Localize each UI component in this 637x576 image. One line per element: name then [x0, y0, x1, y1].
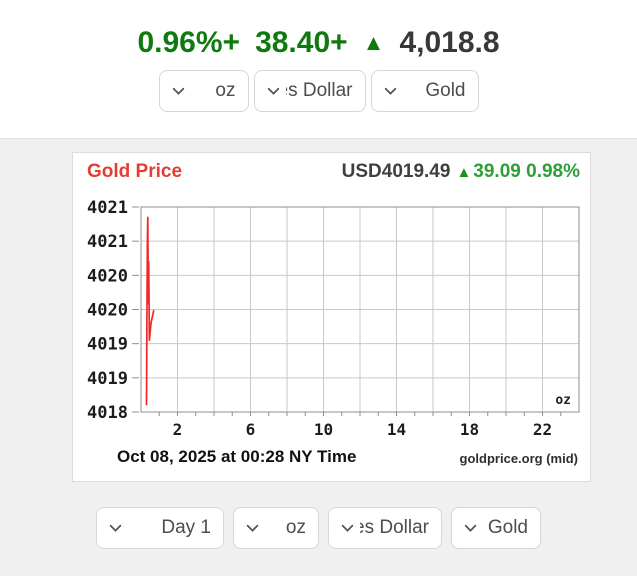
bottom-controls-row: Day 1 oz es Dollar Gold [0, 507, 637, 549]
chart-change-label: 39.09 0.98% [473, 161, 580, 182]
y-axis-label: 4020 [87, 301, 128, 321]
x-axis-label: 14 [387, 420, 406, 439]
gold-price-chart-card: 4021 4021 4020 4020 4019 4019 4018 2 6 10 14 18 22 oz… [72, 152, 591, 482]
current-price: 4,018.8 [399, 26, 500, 59]
chart-section: 4021 4021 4020 4020 4019 4019 4018 2 6 10 14 18 22 oz… [0, 139, 637, 549]
y-axis-label: 4019 [87, 335, 128, 355]
unit-select[interactable]: oz [158, 70, 249, 112]
amount-change: 38.40+ [255, 26, 348, 59]
chevron-down-icon [267, 87, 279, 95]
chart-header: Gold Price USD4019.49 ▲ 39.09 0.98% [87, 161, 580, 183]
y-axis-label: 4019 [87, 369, 128, 389]
range-select[interactable]: Day 1 [96, 507, 224, 549]
x-axis-label: 6 [246, 420, 256, 439]
currency-select[interactable]: es Dollar [328, 507, 442, 549]
percent-change: 0.96%+ [137, 26, 241, 59]
chart-date-label: Oct 08, 2025 at 00:28 NY Time [117, 447, 357, 466]
quote-summary: 0.96%+ 38.40+ ▲ 4,018.8 [0, 24, 637, 64]
y-axis-label: 4021 [87, 198, 128, 218]
chevron-down-icon [341, 524, 354, 532]
chevron-down-icon [109, 524, 122, 532]
quote-header-section: 0.96%+ 38.40+ ▲ 4,018.8 oz es Dollar Gol… [0, 0, 637, 139]
chart-title: Gold Price [87, 161, 183, 182]
unit-select-value: oz [215, 80, 236, 101]
chart-attribution: goldprice.org (mid) [459, 451, 578, 466]
x-axis-label: 22 [533, 420, 552, 439]
price-line [145, 216, 155, 406]
metal-select[interactable]: Gold [451, 507, 541, 549]
up-arrow-icon: ▲ [456, 164, 472, 181]
x-axis-label: 2 [173, 420, 183, 439]
unit-select[interactable]: oz [233, 507, 319, 549]
unit-select-value: oz [285, 517, 306, 538]
chevron-down-icon [246, 524, 259, 532]
chevron-down-icon [172, 87, 184, 95]
y-axis-label: 4021 [87, 232, 128, 252]
chart-quote: USD4019.49 ▲ 39.09 0.98% [342, 161, 580, 183]
metal-select-value: Gold [425, 80, 466, 101]
chevron-down-icon [464, 524, 477, 532]
x-axis-label: 18 [460, 420, 479, 439]
metal-select[interactable]: Gold [370, 70, 479, 112]
y-axis-label: 4018 [87, 403, 128, 423]
range-select-value: Day 1 [161, 517, 211, 538]
chevron-down-icon [384, 87, 396, 95]
currency-select-value: es Dollar [286, 80, 353, 101]
chart-unit-label: oz [555, 393, 571, 408]
currency-select[interactable]: es Dollar [253, 70, 366, 112]
currency-select-value: es Dollar [360, 517, 429, 538]
top-controls-row: oz es Dollar Gold [0, 70, 637, 112]
x-axis-label: 10 [314, 420, 333, 439]
y-axis-label: 4020 [87, 266, 128, 286]
chart-price-label: USD4019.49 [341, 161, 451, 182]
metal-select-value: Gold [487, 517, 528, 538]
up-arrow-icon: ▲ [362, 30, 385, 55]
